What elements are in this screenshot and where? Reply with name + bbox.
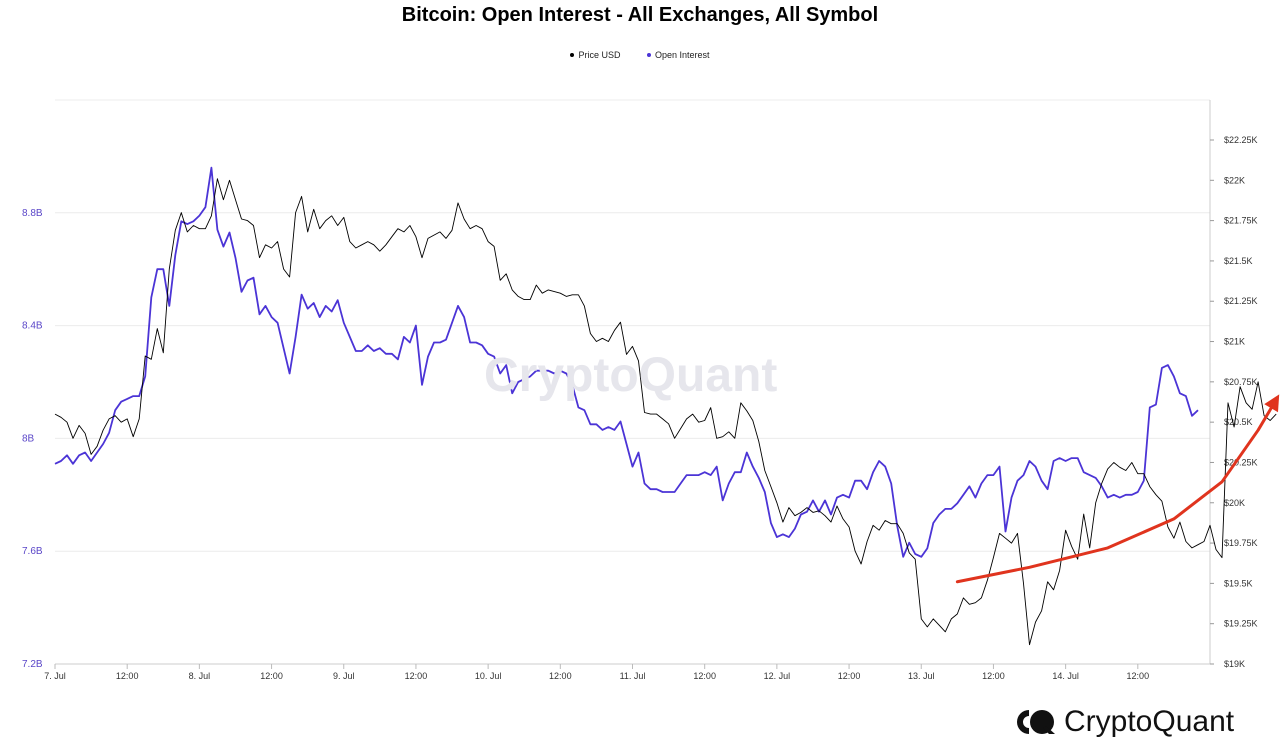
watermark: CryptoQuant [484, 349, 778, 402]
y-right-tick-label: $20.5K [1224, 417, 1253, 427]
x-tick-label: 12:00 [982, 671, 1005, 681]
annotation-arrow-head [1264, 394, 1280, 413]
y-right-axis: $19K $19.25K $19.5K $19.75K $20K $20.25K $20.5… [1209, 100, 1258, 669]
x-tick-label: 14. Jul [1052, 671, 1079, 681]
y-right-tick-label: $22K [1224, 175, 1245, 185]
x-tick-label: 13. Jul [908, 671, 935, 681]
x-axis: 7. Jul 12:00 8. Jul 12:00 9. Jul 12:00 10. Jul… [44, 664, 1149, 681]
y-right-tick-label: $21.5K [1224, 256, 1253, 266]
brand-logo: CryptoQuant [1016, 704, 1234, 740]
x-tick-label: 12. Jul [764, 671, 791, 681]
y-right-tick-label: $19.25K [1224, 619, 1258, 629]
y-right-tick-label: $20.75K [1224, 377, 1258, 387]
y-right-tick-label: $21.25K [1224, 296, 1258, 306]
x-tick-label: 8. Jul [189, 671, 211, 681]
y-left-tick-label: 8.8B [22, 208, 43, 219]
legend-item-open-interest[interactable]: Open Interest [646, 50, 710, 60]
y-left-tick-label: 8B [22, 433, 35, 444]
y-right-tick-label: $19.5K [1224, 578, 1253, 588]
y-right-tick-label: $20K [1224, 498, 1245, 508]
x-tick-label: 10. Jul [475, 671, 502, 681]
series-layer [54, 166, 1277, 646]
legend: Price USD Open Interest [0, 50, 1280, 60]
y-left-axis: 7.2B 7.6B 8B 8.4B 8.8B [22, 208, 43, 670]
x-tick-label: 7. Jul [44, 671, 66, 681]
x-tick-label: 12:00 [693, 671, 716, 681]
y-left-tick-label: 7.6B [22, 546, 43, 557]
gridlines [55, 99, 1210, 665]
x-tick-label: 12:00 [838, 671, 861, 681]
legend-dot-open-interest [646, 52, 651, 57]
y-right-tick-label: $22.25K [1224, 135, 1258, 145]
x-tick-label: 12:00 [549, 671, 572, 681]
y-right-tick-label: $21K [1224, 337, 1245, 347]
series-line-open-interest [54, 166, 1199, 558]
legend-label-open-interest: Open Interest [654, 50, 710, 60]
y-right-tick-label: $21.75K [1224, 216, 1258, 226]
x-tick-label: 11. Jul [620, 671, 646, 681]
legend-label-price: Price USD [578, 50, 621, 60]
y-right-tick-label: $19.75K [1224, 538, 1258, 548]
y-right-tick-label: $20.25K [1224, 457, 1258, 467]
series-line-price-usd [54, 178, 1277, 646]
brand-name: CryptoQuant [1064, 705, 1235, 738]
x-tick-label: 12:00 [116, 671, 139, 681]
annotation-arrow-line [955, 398, 1278, 584]
y-left-tick-label: 7.2B [22, 659, 43, 670]
cryptoquant-logo-icon [1017, 710, 1055, 734]
annotation-layer [955, 394, 1280, 584]
legend-item-price[interactable]: Price USD [570, 50, 620, 60]
y-left-tick-label: 8.4B [22, 321, 43, 332]
y-right-tick-label: $19K [1224, 659, 1245, 669]
legend-dot-price [570, 52, 575, 57]
x-tick-label: 12:00 [1127, 671, 1150, 681]
x-tick-label: 12:00 [405, 671, 428, 681]
x-tick-label: 9. Jul [333, 671, 355, 681]
x-tick-label: 12:00 [260, 671, 283, 681]
chart-title: Bitcoin: Open Interest - All Exchanges, … [401, 4, 879, 26]
